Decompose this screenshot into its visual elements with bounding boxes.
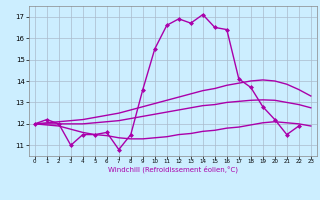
- X-axis label: Windchill (Refroidissement éolien,°C): Windchill (Refroidissement éolien,°C): [108, 166, 238, 173]
